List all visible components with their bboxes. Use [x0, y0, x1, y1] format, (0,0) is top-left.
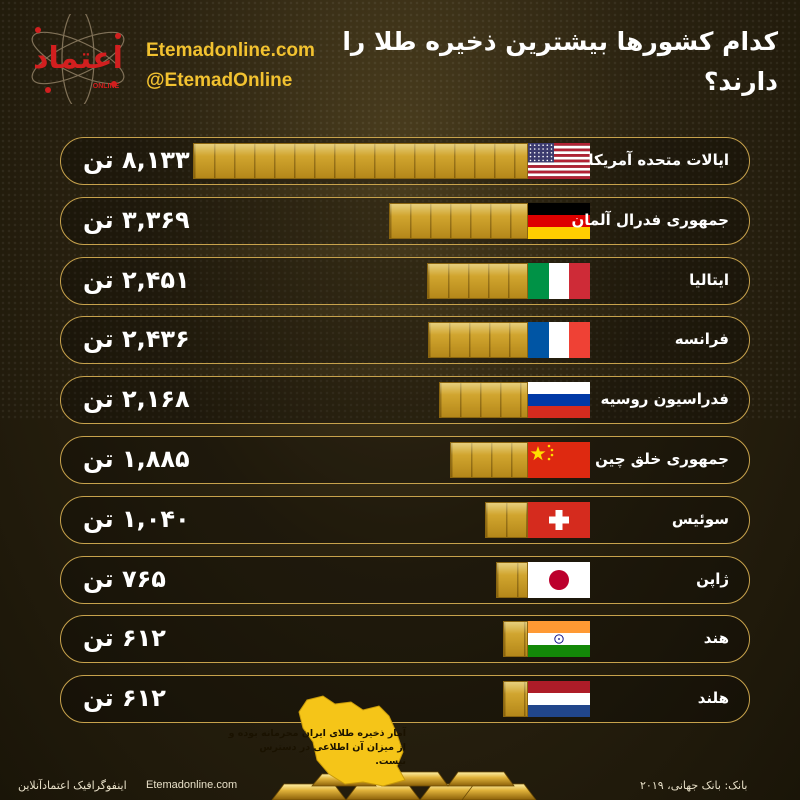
chart-row: ۲,۴۵۱ تن ایتالیا: [60, 256, 750, 305]
value-label: ۶۱۲ تن: [83, 684, 166, 713]
netherlands-flag-icon: [528, 681, 590, 718]
value-label: ۶۱۲ تن: [83, 624, 166, 653]
gold-bar: [496, 561, 528, 598]
iran-map-icon: [298, 695, 406, 787]
country-label: جمهوری خلق چین: [595, 449, 729, 468]
country-label: فرانسه: [674, 330, 729, 349]
chart-row: ۲,۴۳۶ تن فرانسه: [60, 316, 750, 365]
iran-note: آمار ذخیره طلای ایران محرمانه بوده و از …: [228, 728, 406, 767]
footer-website[interactable]: Etemadonline.com: [146, 779, 238, 791]
gold-bar: [427, 262, 528, 299]
chart-row: ۱,۰۴۰ تن سوئیس: [60, 495, 750, 544]
country-label: هند: [703, 629, 729, 648]
chart-row: ۳,۳۶۹ تن جمهوری فدرال آلمان: [60, 196, 750, 245]
chart-row: ۶۱۲ تن هند: [60, 615, 750, 664]
gold-bar: [438, 382, 528, 419]
usa-flag-icon: [528, 143, 590, 179]
value-label: ۱,۰۴۰ تن: [83, 504, 190, 533]
france-flag-icon: [528, 322, 590, 359]
page-title: کدام کشورها بیشترین ذخیره طلا را دارند؟: [342, 27, 778, 96]
italy-flag-icon: [528, 262, 590, 299]
gold-bar: [193, 143, 528, 179]
value-label: ۲,۱۶۸ تن: [83, 385, 190, 414]
site-links: Etemadonline.com @EtemadOnline: [146, 36, 315, 96]
country-label: فدراسیون روسیه: [600, 390, 730, 409]
gold-bar: [427, 322, 528, 359]
value-label: ۷۶۵ تن: [83, 564, 166, 593]
country-label: سوئیس: [671, 509, 729, 528]
value-label: ۸,۱۳۳ تن: [83, 146, 190, 174]
japan-flag-icon: [528, 561, 590, 598]
chart-row: ۶۱۲ تن هلند: [60, 675, 750, 724]
gold-bar: [389, 202, 528, 239]
chart-row: ۱,۸۸۵ تن جمهوری خلق چین: [60, 435, 750, 484]
russia-flag-icon: [528, 382, 590, 419]
social-handle[interactable]: @EtemadOnline: [146, 70, 293, 91]
value-label: ۱,۸۸۵ تن: [83, 444, 190, 473]
gold-bar: [502, 621, 528, 658]
country-label: ایتالیا: [689, 270, 729, 289]
chart-row: ۷۶۵ تن ژاپن: [60, 555, 750, 604]
chart-row: ۲,۱۶۸ تن فدراسیون روسیه: [60, 376, 750, 425]
switzerland-flag-icon: [528, 501, 590, 538]
etemad-logo: اعتماد ONLINE: [31, 14, 125, 104]
source-credit: بانک: بانک جهانی، ۲۰۱۹: [640, 779, 748, 792]
country-label: هلند: [697, 689, 729, 708]
country-label: جمهوری فدرال آلمان: [571, 210, 729, 229]
value-label: ۲,۴۳۶ تن: [83, 325, 190, 354]
chart-row: ۸,۱۳۳ تن ایالات متحده آمریکا: [60, 137, 750, 185]
gold-bar: [450, 441, 528, 478]
footer-brand: اینفوگرافیک اعتمادآنلاین: [18, 779, 127, 792]
bar-chart: ۸,۱۳۳ تن ایالات متحده آمریکا ۳,۳۶۹ تن جمهور…: [60, 137, 750, 735]
germany-flag-icon: [528, 202, 590, 239]
china-flag-icon: [528, 441, 590, 478]
gold-bars-illustration: [271, 771, 537, 800]
logo-text: اعتماد: [33, 41, 123, 76]
country-label: ایالات متحده آمریکا: [588, 151, 729, 169]
country-label: ژاپن: [696, 569, 729, 588]
website-link[interactable]: Etemadonline.com: [146, 40, 315, 61]
value-label: ۲,۴۵۱ تن: [83, 265, 190, 294]
gold-bar: [502, 681, 528, 718]
logo-subtext: ONLINE: [93, 83, 120, 90]
value-label: ۳,۳۶۹ تن: [83, 205, 190, 234]
gold-bar: [485, 501, 528, 538]
india-flag-icon: [528, 621, 590, 658]
